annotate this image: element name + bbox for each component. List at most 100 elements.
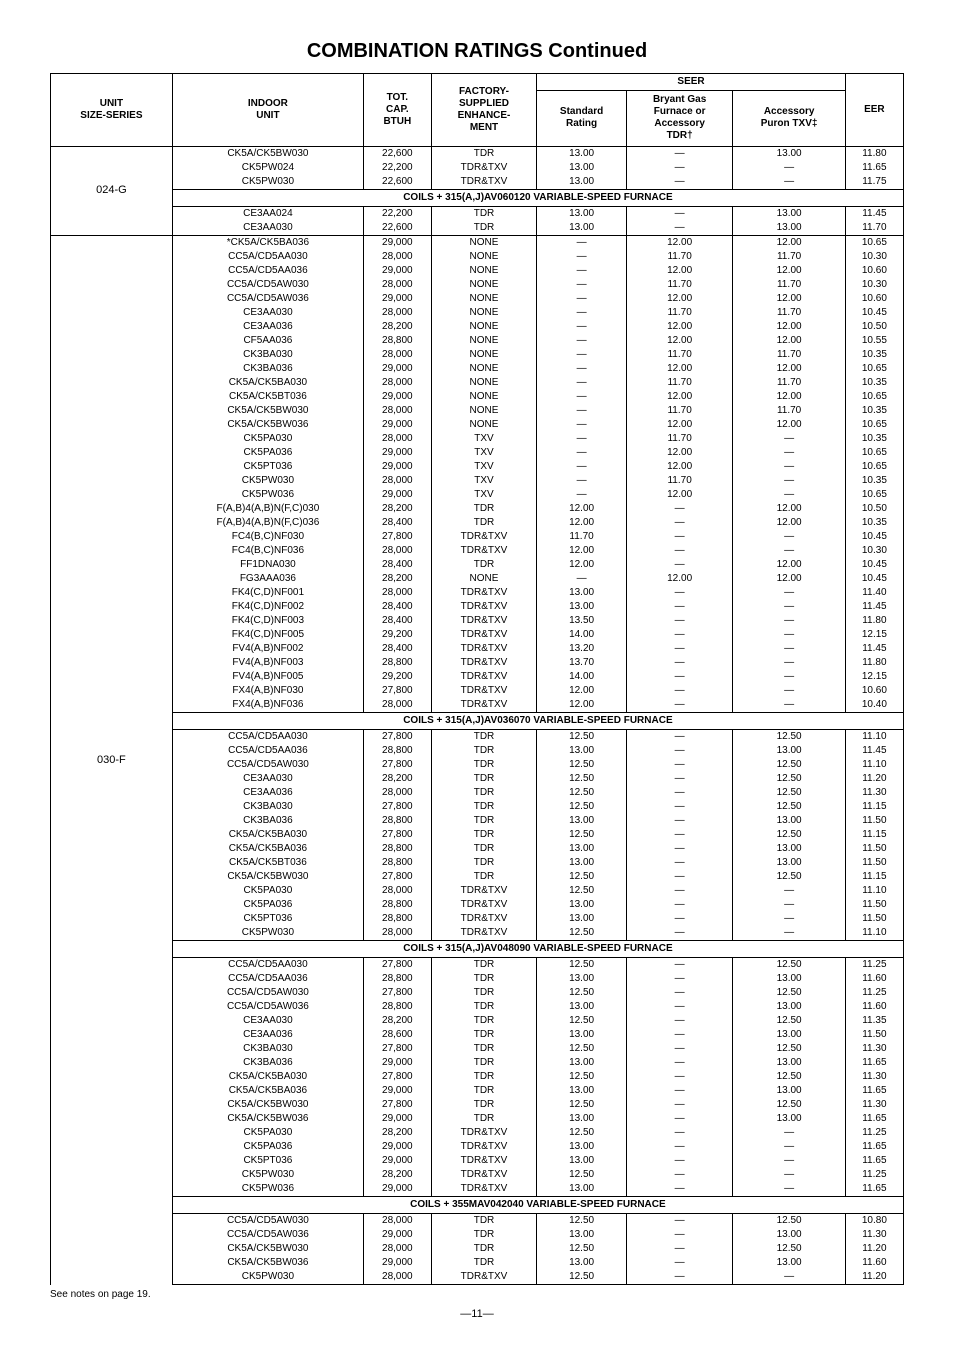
value-cell: — <box>537 250 627 264</box>
value-cell: — <box>626 1140 733 1154</box>
value-cell: 28,000 <box>363 348 431 362</box>
value-cell: — <box>626 1084 733 1098</box>
value-cell: TDR <box>431 1070 537 1084</box>
value-cell: 13.00 <box>537 1140 627 1154</box>
value-cell: 12.00 <box>733 558 845 572</box>
table-row: CK5PA03028,200TDR&TXV12.50——11.25 <box>51 1126 904 1140</box>
value-cell: 13.00 <box>537 221 627 236</box>
value-cell: NONE <box>431 390 537 404</box>
table-row: FF1DNA03028,400TDR12.00—12.0010.45 <box>51 558 904 572</box>
value-cell: 13.70 <box>537 656 627 670</box>
value-cell: 13.00 <box>537 1154 627 1168</box>
value-cell: TDR&TXV <box>431 600 537 614</box>
value-cell: 10.60 <box>845 292 903 306</box>
value-cell: TDR <box>431 558 537 572</box>
value-cell: 12.50 <box>733 1070 845 1084</box>
table-row: CE3AA03028,200TDR12.50—12.5011.20 <box>51 772 904 786</box>
value-cell: 11.50 <box>845 898 903 912</box>
value-cell: TDR&TXV <box>431 614 537 628</box>
table-row: CK5PW03022,600TDR&TXV13.00——11.75 <box>51 175 904 190</box>
indoor-cell: CK5PW030 <box>172 175 363 190</box>
table-row: FK4(C,D)NF00529,200TDR&TXV14.00——12.15 <box>51 628 904 642</box>
indoor-cell: CK3BA030 <box>172 1042 363 1056</box>
value-cell: NONE <box>431 348 537 362</box>
indoor-cell: CK5A/CK5BW030 <box>172 404 363 418</box>
value-cell: — <box>626 786 733 800</box>
section-title: COILS + 315(A,J)AV060120 VARIABLE-SPEED … <box>172 190 903 207</box>
hdr-indoor: INDOORUNIT <box>172 74 363 147</box>
value-cell: 13.00 <box>537 1056 627 1070</box>
value-cell: 11.70 <box>626 474 733 488</box>
value-cell: 27,800 <box>363 530 431 544</box>
indoor-cell: CC5A/CD5AA036 <box>172 264 363 278</box>
value-cell: 10.50 <box>845 502 903 516</box>
indoor-cell: CK3BA036 <box>172 814 363 828</box>
value-cell: — <box>537 446 627 460</box>
page-number: —11— <box>50 1308 904 1320</box>
value-cell: 13.00 <box>537 856 627 870</box>
table-row: CK5A/CK5BW03629,000TDR13.00—13.0011.60 <box>51 1256 904 1270</box>
value-cell: 11.70 <box>626 376 733 390</box>
value-cell: TDR&TXV <box>431 544 537 558</box>
indoor-cell: CK5PW036 <box>172 1182 363 1197</box>
value-cell: 13.00 <box>733 856 845 870</box>
section-title: COILS + 315(A,J)AV036070 VARIABLE-SPEED … <box>172 713 903 730</box>
value-cell: 28,000 <box>363 698 431 713</box>
value-cell: 12.50 <box>733 870 845 884</box>
value-cell: — <box>626 1056 733 1070</box>
value-cell: TDR&TXV <box>431 175 537 190</box>
value-cell: — <box>733 488 845 502</box>
value-cell: — <box>626 530 733 544</box>
value-cell: NONE <box>431 362 537 376</box>
value-cell: TDR&TXV <box>431 1168 537 1182</box>
value-cell: 12.50 <box>537 1014 627 1028</box>
indoor-cell: FC4(B,C)NF030 <box>172 530 363 544</box>
value-cell: 28,400 <box>363 642 431 656</box>
value-cell: 11.15 <box>845 870 903 884</box>
value-cell: — <box>733 884 845 898</box>
value-cell: 12.50 <box>537 1214 627 1229</box>
value-cell: — <box>626 884 733 898</box>
value-cell: — <box>733 175 845 190</box>
indoor-cell: CC5A/CD5AW030 <box>172 1214 363 1229</box>
value-cell: — <box>537 278 627 292</box>
table-row: CK5PW03629,000TDR&TXV13.00——11.65 <box>51 1182 904 1197</box>
value-cell: — <box>626 175 733 190</box>
value-cell: 11.20 <box>845 1270 903 1285</box>
value-cell: 11.20 <box>845 772 903 786</box>
value-cell: — <box>626 1042 733 1056</box>
value-cell: 13.00 <box>537 1084 627 1098</box>
indoor-cell: CC5A/CD5AW036 <box>172 1000 363 1014</box>
value-cell: 10.50 <box>845 320 903 334</box>
value-cell: 28,200 <box>363 1168 431 1182</box>
value-cell: 13.00 <box>733 1228 845 1242</box>
value-cell: TDR <box>431 986 537 1000</box>
indoor-cell: CC5A/CD5AA036 <box>172 972 363 986</box>
table-row: CE3AA03022,600TDR13.00—13.0011.70 <box>51 221 904 236</box>
value-cell: NONE <box>431 278 537 292</box>
indoor-cell: CK5A/CK5BW036 <box>172 418 363 432</box>
table-row: CF5AA03628,800NONE—12.0012.0010.55 <box>51 334 904 348</box>
indoor-cell: CK5A/CK5BW036 <box>172 1112 363 1126</box>
table-row: CC5A/CD5AA03629,000NONE—12.0012.0010.60 <box>51 264 904 278</box>
indoor-cell: CK5PW024 <box>172 161 363 175</box>
value-cell: 10.45 <box>845 572 903 586</box>
value-cell: — <box>733 161 845 175</box>
value-cell: 13.00 <box>733 1000 845 1014</box>
value-cell: 11.70 <box>733 348 845 362</box>
value-cell: — <box>626 828 733 842</box>
value-cell: 12.50 <box>537 772 627 786</box>
value-cell: 11.50 <box>845 912 903 926</box>
value-cell: 12.50 <box>537 1098 627 1112</box>
indoor-cell: CC5A/CD5AW030 <box>172 278 363 292</box>
value-cell: 11.80 <box>845 147 903 162</box>
value-cell: 11.70 <box>626 404 733 418</box>
table-row: CK3BA03628,800TDR13.00—13.0011.50 <box>51 814 904 828</box>
table-row: CK5A/CK5BT03628,800TDR13.00—13.0011.50 <box>51 856 904 870</box>
value-cell: — <box>733 600 845 614</box>
table-row: CK5A/CK5BW03028,000NONE—11.7011.7010.35 <box>51 404 904 418</box>
value-cell: 11.60 <box>845 1256 903 1270</box>
value-cell: 12.50 <box>537 1126 627 1140</box>
value-cell: 13.00 <box>537 207 627 222</box>
value-cell: 13.00 <box>733 972 845 986</box>
